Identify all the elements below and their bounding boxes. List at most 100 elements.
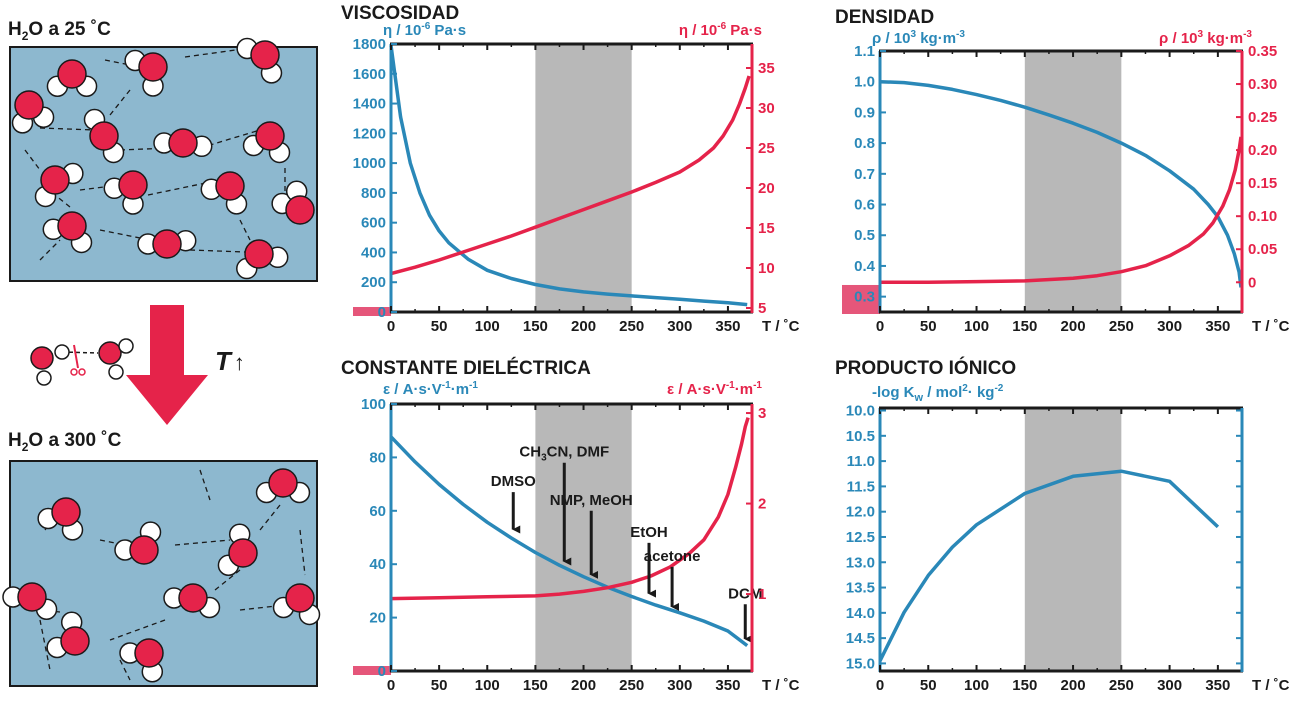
oxygen-atom: [228, 538, 258, 568]
right-axis-label: ε / A·s·V-1·m-1: [667, 380, 762, 398]
water-25c-panel: H2O a 25 ˚C: [8, 19, 318, 282]
y-right-tick-label: 0: [1248, 274, 1256, 291]
y-left-tick-label: 1000: [353, 155, 386, 172]
x-tick-label: 150: [523, 318, 548, 335]
left-axis-label: -log Kw / mol2· kg-2: [872, 383, 1004, 404]
bond-breaking-icon: [30, 338, 134, 386]
x-axis-label: T / ˚C: [762, 318, 800, 335]
hydrogen-bond: [189, 249, 246, 253]
y-left-tick-label: 13.5: [846, 580, 875, 597]
series-line-blue: [878, 469, 1220, 662]
x-tick-label: 0: [387, 318, 395, 335]
y-left-tick-label: 14.0: [846, 605, 875, 622]
shaded-region: [535, 404, 632, 671]
x-tick-label: 100: [475, 318, 500, 335]
solvent-label: DCM: [728, 585, 762, 602]
oxygen-atom: [129, 535, 159, 565]
left-axis-label: ε / A·s·V-1·m-1: [383, 380, 478, 398]
series-line-red: [390, 75, 751, 276]
hydrogen-bond: [119, 659, 131, 681]
y-right-tick-label: 2: [758, 496, 766, 513]
y-right-tick-label: 10: [758, 260, 775, 277]
y-right-tick-label: 15: [758, 220, 775, 237]
x-axis-label: T / ˚C: [762, 677, 800, 694]
y-left-tick-label: 0.8: [854, 135, 875, 152]
water-25c-label: H2O a 25 ˚C: [8, 19, 111, 43]
chart-title: PRODUCTO IÓNICO: [835, 357, 1016, 379]
oxygen-atom: [60, 626, 90, 656]
y-right-tick-label: 20: [758, 180, 775, 197]
y-left-tick-label: 0.7: [854, 166, 875, 183]
hydrogen-bond: [239, 219, 251, 241]
oxygen-atom: [250, 40, 280, 70]
y-left-tick-label: 10.5: [846, 428, 875, 445]
left-axis-label: ρ / 103 kg·m-3: [872, 29, 965, 47]
x-tick-label: 50: [920, 318, 937, 335]
oxygen-atom: [152, 229, 182, 259]
series-line-red: [390, 417, 750, 601]
x-tick-label: 200: [571, 677, 596, 694]
x-tick-label: 200: [1061, 677, 1086, 694]
x-tick-label: 250: [1109, 677, 1134, 694]
x-axis-label: T / ˚C: [1252, 677, 1290, 694]
oxygen-atom: [268, 468, 298, 498]
solvent-label: DMSO: [491, 473, 536, 490]
oxygen-atom: [255, 121, 285, 151]
heating-arrow: T ↑: [30, 305, 245, 425]
y-left-tick-label: 0.9: [854, 104, 875, 121]
chart-title: CONSTANTE DIELÉCTRICA: [341, 357, 591, 379]
water-molecules-300c: [2, 468, 321, 683]
shaded-region: [1024, 51, 1122, 312]
hydrogen-bond: [299, 529, 306, 576]
hydrogen-bond: [54, 194, 71, 208]
hydrogen-bond: [109, 619, 166, 641]
hydrogen-bond: [39, 127, 96, 131]
hydrogen-bond: [39, 239, 61, 261]
oxygen-atom: [17, 582, 47, 612]
scissors-icon: [73, 344, 79, 369]
water-molecules-25c: [11, 37, 315, 280]
y-right-tick-label: 0.10: [1248, 208, 1277, 225]
hydrogen-bond: [79, 184, 121, 191]
y-left-tick-label: 15.0: [846, 655, 875, 672]
y-left-tick-label: 200: [361, 274, 386, 291]
y-left-tick-label: 80: [369, 449, 386, 466]
x-tick-label: 350: [1205, 318, 1230, 335]
hydrogen-bond: [24, 149, 41, 171]
temperature-label: T ↑: [215, 346, 245, 376]
y-left-tick-label: 400: [361, 244, 386, 261]
solvent-label: NMP, MeOH: [550, 492, 633, 509]
y-right-tick-label: 0.05: [1248, 241, 1277, 258]
right-axis-label: ρ / 103 kg·m-3: [1159, 29, 1252, 47]
y-left-tick-label: 60: [369, 503, 386, 520]
y-left-tick-label: 40: [369, 556, 386, 573]
chart-title: VISCOSIDAD: [341, 3, 459, 24]
y-left-tick-label: 600: [361, 215, 386, 232]
zero-marker: [353, 307, 391, 316]
oxygen-atom: [178, 583, 208, 613]
y-left-tick-label: 1400: [353, 96, 386, 113]
y-left-tick-label: 11.5: [847, 478, 875, 495]
y-left-tick-label: 0.5: [854, 227, 875, 244]
y-left-tick-label: 800: [361, 185, 386, 202]
shaded-region: [1024, 408, 1122, 671]
y-right-tick-label: 25: [758, 140, 775, 157]
y-right-tick-label: 1: [758, 586, 766, 603]
y-left-tick-label: 10.0: [846, 403, 875, 420]
x-tick-label: 300: [667, 677, 692, 694]
y-left-tick-label: 1800: [353, 36, 386, 53]
y-left-tick-label: 1600: [353, 66, 386, 83]
y-left-tick-label: 0.3: [854, 289, 875, 306]
y-left-tick-label: 0: [378, 663, 386, 680]
down-arrow-icon: [126, 305, 208, 425]
oxygen-atom: [40, 165, 70, 195]
oxygen-atom: [134, 638, 164, 668]
x-tick-label: 350: [1205, 677, 1230, 694]
x-tick-label: 100: [964, 677, 989, 694]
y-right-tick-label: 0.20: [1248, 142, 1277, 159]
x-tick-label: 50: [920, 677, 937, 694]
x-tick-label: 250: [1109, 318, 1134, 335]
series-line-red: [880, 136, 1243, 285]
